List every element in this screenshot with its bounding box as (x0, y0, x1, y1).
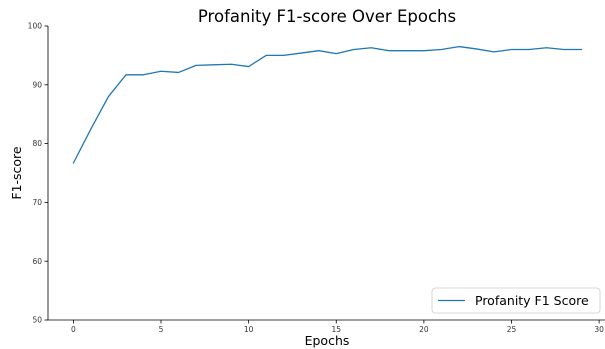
series-layer (72, 45, 583, 164)
legend-box (431, 287, 601, 314)
y-tick-label: 100 (28, 22, 43, 31)
y-axis-ticks: 50 60 70 80 90 100 (28, 22, 48, 325)
axis-spines (47, 26, 605, 321)
y-tick-label: 60 (32, 257, 42, 266)
x-tick-label: 30 (594, 325, 604, 334)
legend: Profanity F1 Score (431, 287, 601, 314)
y-tick-label: 70 (32, 198, 42, 207)
x-axis-label: Epochs (305, 333, 350, 348)
legend-label: Profanity F1 Score (475, 293, 589, 308)
x-tick-label: 10 (244, 325, 254, 334)
y-axis-label: F1-score (9, 146, 24, 200)
chart-title: Profanity F1-score Over Epochs (198, 7, 456, 26)
x-tick-label: 25 (507, 325, 517, 334)
x-tick-label: 0 (71, 325, 76, 334)
y-tick-label: 80 (32, 139, 42, 148)
y-tick-label: 90 (32, 80, 42, 89)
x-tick-label: 5 (159, 325, 164, 334)
x-tick-label: 15 (331, 325, 341, 334)
y-tick-label: 50 (32, 316, 42, 325)
x-axis-ticks: 0 5 10 15 20 25 30 (71, 320, 604, 334)
series-line (72, 45, 583, 164)
x-tick-label: 20 (419, 325, 429, 334)
